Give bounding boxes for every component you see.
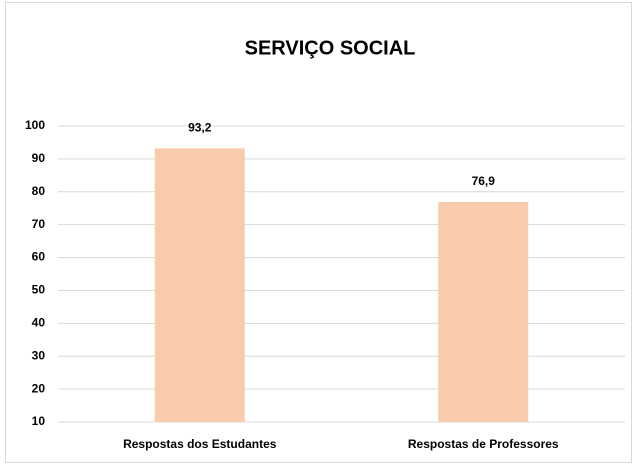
x-tick-label: Respostas de Professores	[408, 437, 559, 451]
x-tick-label: Respostas dos Estudantes	[123, 437, 277, 451]
y-tick-label: 20	[32, 381, 46, 395]
bar	[154, 148, 245, 422]
y-tick-label: 60	[32, 250, 46, 264]
value-label: 93,2	[188, 121, 212, 135]
y-tick-label: 80	[32, 184, 46, 198]
y-tick-label: 40	[32, 316, 46, 330]
y-tick-label: 70	[32, 217, 46, 231]
y-tick-label: 30	[32, 348, 46, 362]
chart-border	[5, 2, 632, 463]
chart-title: SERVIÇO SOCIAL	[245, 37, 416, 59]
bar	[438, 201, 529, 422]
value-label: 76,9	[472, 174, 496, 188]
y-tick-label: 100	[25, 118, 45, 132]
y-tick-label: 10	[32, 414, 46, 428]
y-tick-label: 90	[32, 151, 46, 165]
y-tick-label: 50	[32, 283, 46, 297]
